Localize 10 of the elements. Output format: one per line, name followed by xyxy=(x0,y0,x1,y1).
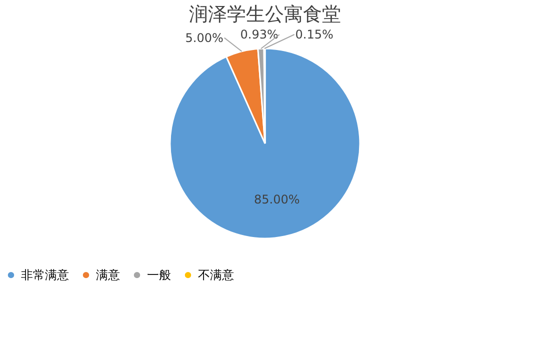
data-label: 0.15% xyxy=(295,28,334,42)
legend-label: 不满意 xyxy=(198,268,234,282)
chart-title: 润泽学生公寓食堂 xyxy=(189,4,341,26)
data-label: 0.93% xyxy=(240,28,278,42)
legend-label: 满意 xyxy=(96,268,120,282)
pie-slice xyxy=(169,48,361,240)
legend-label: 非常满意 xyxy=(21,268,69,282)
data-label: 85.00% xyxy=(254,192,300,206)
legend-label: 一般 xyxy=(147,268,171,282)
data-label: 5.00% xyxy=(185,30,224,45)
